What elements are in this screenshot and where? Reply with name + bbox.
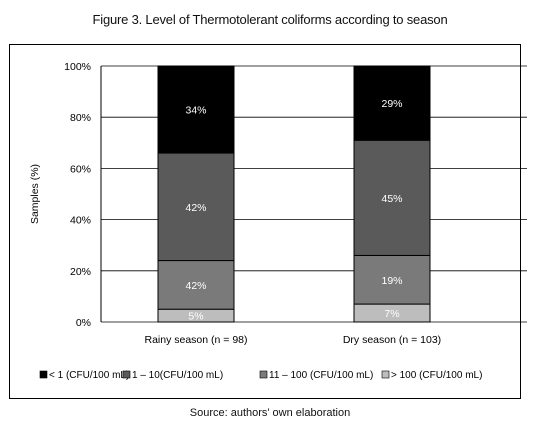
legend-label: > 100 (CFU/100 mL) (391, 370, 482, 381)
source-note: Source: authors' own elaboration (189, 407, 351, 419)
y-tick-label: 80% (70, 112, 91, 124)
data-label: 42% (185, 280, 206, 292)
bar-segment (353, 65, 431, 141)
y-tick-label: 60% (70, 163, 91, 175)
bar-segment (157, 65, 235, 154)
bar-segment (353, 139, 431, 256)
bar-segment (157, 152, 235, 262)
chart-frame (9, 44, 521, 399)
data-label: 5% (188, 311, 203, 323)
bar-segment (157, 260, 235, 310)
legend-swatch (39, 370, 48, 379)
legend-label: 1 – 10(CFU/100 mL) (132, 370, 223, 381)
data-label: 19% (381, 275, 402, 287)
legend-label: 11 – 100 (CFU/100 mL) (269, 370, 373, 381)
x-tick-label: Rainy season (n = 98) (144, 334, 247, 346)
data-label: 7% (384, 308, 399, 320)
bar-segment (353, 254, 431, 305)
y-tick-label: 0% (76, 317, 91, 329)
legend-swatch (381, 370, 390, 379)
data-label: 34% (185, 105, 206, 117)
data-label: 45% (381, 193, 402, 205)
data-label: 42% (185, 202, 206, 214)
x-tick-label: Dry season (n = 103) (343, 334, 441, 346)
data-label: 29% (381, 98, 402, 110)
chart-title: Figure 3. Level of Thermotolerant colifo… (92, 12, 448, 27)
y-tick-label: 20% (70, 266, 91, 278)
legend-label: < 1 (CFU/100 mL) (49, 370, 129, 381)
legend-swatch (259, 370, 268, 379)
legend-swatch (122, 370, 131, 379)
y-tick-label: 100% (64, 61, 91, 73)
y-tick-label: 40% (70, 215, 91, 227)
y-axis-label: Samples (%) (29, 164, 41, 224)
